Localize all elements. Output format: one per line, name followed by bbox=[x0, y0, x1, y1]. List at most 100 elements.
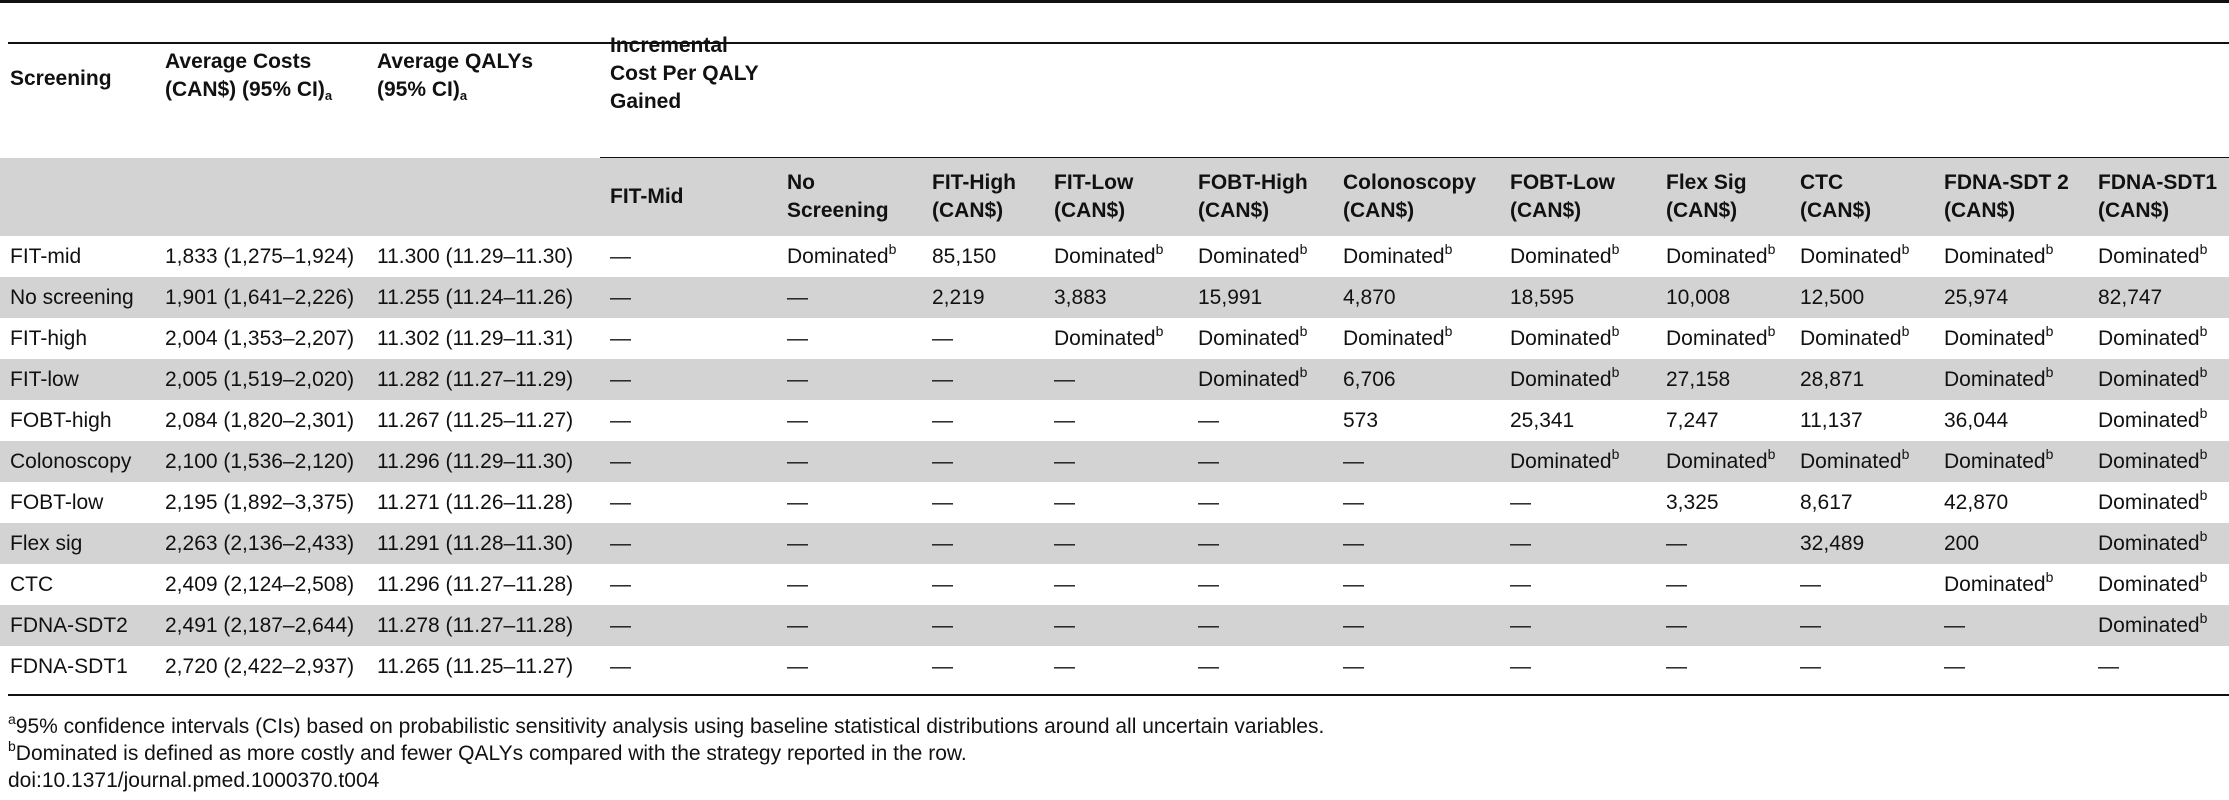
icer-cell: — bbox=[1333, 646, 1500, 687]
icer-value: — bbox=[1198, 613, 1219, 637]
icer-cell: — bbox=[922, 318, 1044, 359]
icer-value: 36,044 bbox=[1944, 408, 2009, 432]
icer-value: 15,991 bbox=[1198, 285, 1263, 309]
icer-cell: — bbox=[1044, 646, 1188, 687]
icer-cell: Dominatedb bbox=[1934, 236, 2088, 277]
icer-value: Dominated bbox=[1800, 449, 1902, 473]
row-strategy-name: CTC bbox=[10, 572, 54, 596]
icer-cell: — bbox=[1656, 646, 1790, 687]
icer-value: 3,325 bbox=[1666, 490, 1719, 514]
icer-cell: — bbox=[1044, 441, 1188, 482]
icer-cell: — bbox=[1500, 482, 1656, 523]
footnote-marker: b bbox=[1767, 322, 1776, 339]
icer-cell: 85,150 bbox=[922, 236, 1044, 277]
icer-cell: — bbox=[1656, 605, 1790, 646]
icer-value: Dominated bbox=[1666, 244, 1768, 268]
icer-value: 42,870 bbox=[1944, 490, 2009, 514]
row-average-qaly: 11.296 (11.29–11.30) bbox=[367, 441, 600, 482]
icer-cell: 42,870 bbox=[1934, 482, 2088, 523]
icer-value: — bbox=[610, 572, 631, 596]
icer-value: Dominated bbox=[1510, 326, 1612, 350]
icer-value: 573 bbox=[1343, 408, 1379, 432]
col-header-flex-sig: Flex Sig (CAN$) bbox=[1656, 158, 1790, 236]
icer-cell: — bbox=[777, 277, 922, 318]
icer-cell: 573 bbox=[1333, 400, 1500, 441]
icer-cell: 15,991 bbox=[1188, 277, 1333, 318]
icer-value: 27,158 bbox=[1666, 367, 1731, 391]
footnote-marker: b bbox=[2199, 527, 2208, 544]
table-row: FIT-low 2,005 (1,519–2,020) 11.282 (11.27–… bbox=[0, 359, 2229, 400]
footnote-marker: a bbox=[459, 88, 468, 103]
icer-value: — bbox=[1800, 654, 1821, 678]
icer-value: 25,974 bbox=[1944, 285, 2009, 309]
footnote-marker: b bbox=[1901, 322, 1910, 339]
icer-cell: — bbox=[1333, 482, 1500, 523]
icer-value: — bbox=[932, 531, 953, 555]
footnote-marker: b bbox=[888, 240, 897, 257]
subheader-row: FIT-Mid No Screening FIT-High (CAN$) FIT-L… bbox=[0, 158, 2229, 236]
icer-value: — bbox=[1198, 572, 1219, 596]
row-strategy-name: Colonoscopy bbox=[0, 441, 155, 482]
icer-cell: — bbox=[600, 646, 777, 687]
icer-value: Dominated bbox=[1510, 449, 1612, 473]
icer-cell: 10,008 bbox=[1656, 277, 1790, 318]
doi-line: doi:10.1371/journal.pmed.1000370.t004 bbox=[8, 769, 380, 792]
icer-value: — bbox=[1510, 490, 1531, 514]
row-average-qaly: 11.302 (11.29–11.31) bbox=[377, 326, 574, 350]
footnote-marker: b bbox=[2199, 486, 2208, 503]
icer-value: Dominated bbox=[2098, 449, 2200, 473]
row-average-cost: 1,833 (1,275–1,924) bbox=[165, 244, 355, 268]
row-strategy-name: No screening bbox=[0, 277, 155, 318]
icer-value: — bbox=[787, 408, 808, 432]
average-costs-header: Average Costs (CAN$) (95% CI)a bbox=[165, 50, 333, 103]
icer-value: — bbox=[932, 654, 953, 678]
icer-value: Dominated bbox=[1198, 244, 1300, 268]
icer-value: 2,219 bbox=[932, 285, 985, 309]
incremental-cost-header: Incremental Cost Per QALY Gained bbox=[610, 34, 759, 113]
icer-cell: — bbox=[1500, 605, 1656, 646]
icer-value: — bbox=[787, 654, 808, 678]
footnote-marker: b bbox=[2045, 445, 2054, 462]
icer-value: — bbox=[1666, 531, 1687, 555]
icer-cell: Dominatedb bbox=[1656, 236, 1790, 277]
icer-value: — bbox=[1800, 572, 1821, 596]
icer-value: — bbox=[610, 449, 631, 473]
icer-value: 32,489 bbox=[1800, 531, 1865, 555]
footnote-marker: b bbox=[1901, 445, 1910, 462]
row-average-qaly: 11.265 (11.25–11.27) bbox=[377, 654, 574, 678]
icer-cell: — bbox=[1790, 646, 1934, 687]
icer-value: — bbox=[1666, 572, 1687, 596]
footnote-marker: b bbox=[1155, 322, 1164, 339]
icer-cell: — bbox=[777, 359, 922, 400]
icer-value: Dominated bbox=[1944, 367, 2046, 391]
icer-cell: — bbox=[1188, 523, 1333, 564]
row-strategy-name: Flex sig bbox=[0, 523, 155, 564]
icer-cell: — bbox=[1333, 605, 1500, 646]
icer-cell: Dominatedb bbox=[2088, 441, 2229, 482]
icer-value: — bbox=[932, 408, 953, 432]
icer-cell: — bbox=[922, 564, 1044, 605]
icer-value: Dominated bbox=[1054, 326, 1156, 350]
table-footnotes: a95% confidence intervals (CIs) based on… bbox=[8, 712, 1324, 794]
footnote-marker: b bbox=[1901, 240, 1910, 257]
footnote-marker: b bbox=[2199, 568, 2208, 585]
icer-cell: — bbox=[777, 523, 922, 564]
icer-value: — bbox=[1666, 654, 1687, 678]
table-body: FIT-mid 1,833 (1,275–1,924) 11.300 (11.29–… bbox=[0, 236, 2229, 687]
icer-cell: 25,974 bbox=[1934, 277, 2088, 318]
icer-cell: Dominatedb bbox=[1934, 564, 2088, 605]
icer-value: — bbox=[610, 408, 631, 432]
icer-value: 18,595 bbox=[1510, 285, 1575, 309]
icer-cell: — bbox=[1188, 400, 1333, 441]
row-average-qaly: 11.267 (11.25–11.27) bbox=[377, 408, 574, 432]
icer-value: Dominated bbox=[1800, 326, 1902, 350]
icer-value: — bbox=[932, 449, 953, 473]
footnote-marker: b bbox=[2199, 404, 2208, 421]
icer-cell: 12,500 bbox=[1790, 277, 1934, 318]
footnote-marker: b bbox=[1611, 240, 1620, 257]
icer-cell: — bbox=[1188, 564, 1333, 605]
icer-value: — bbox=[1198, 654, 1219, 678]
icer-value: Dominated bbox=[1944, 244, 2046, 268]
icer-value: — bbox=[1944, 654, 1965, 678]
icer-value: — bbox=[1510, 572, 1531, 596]
